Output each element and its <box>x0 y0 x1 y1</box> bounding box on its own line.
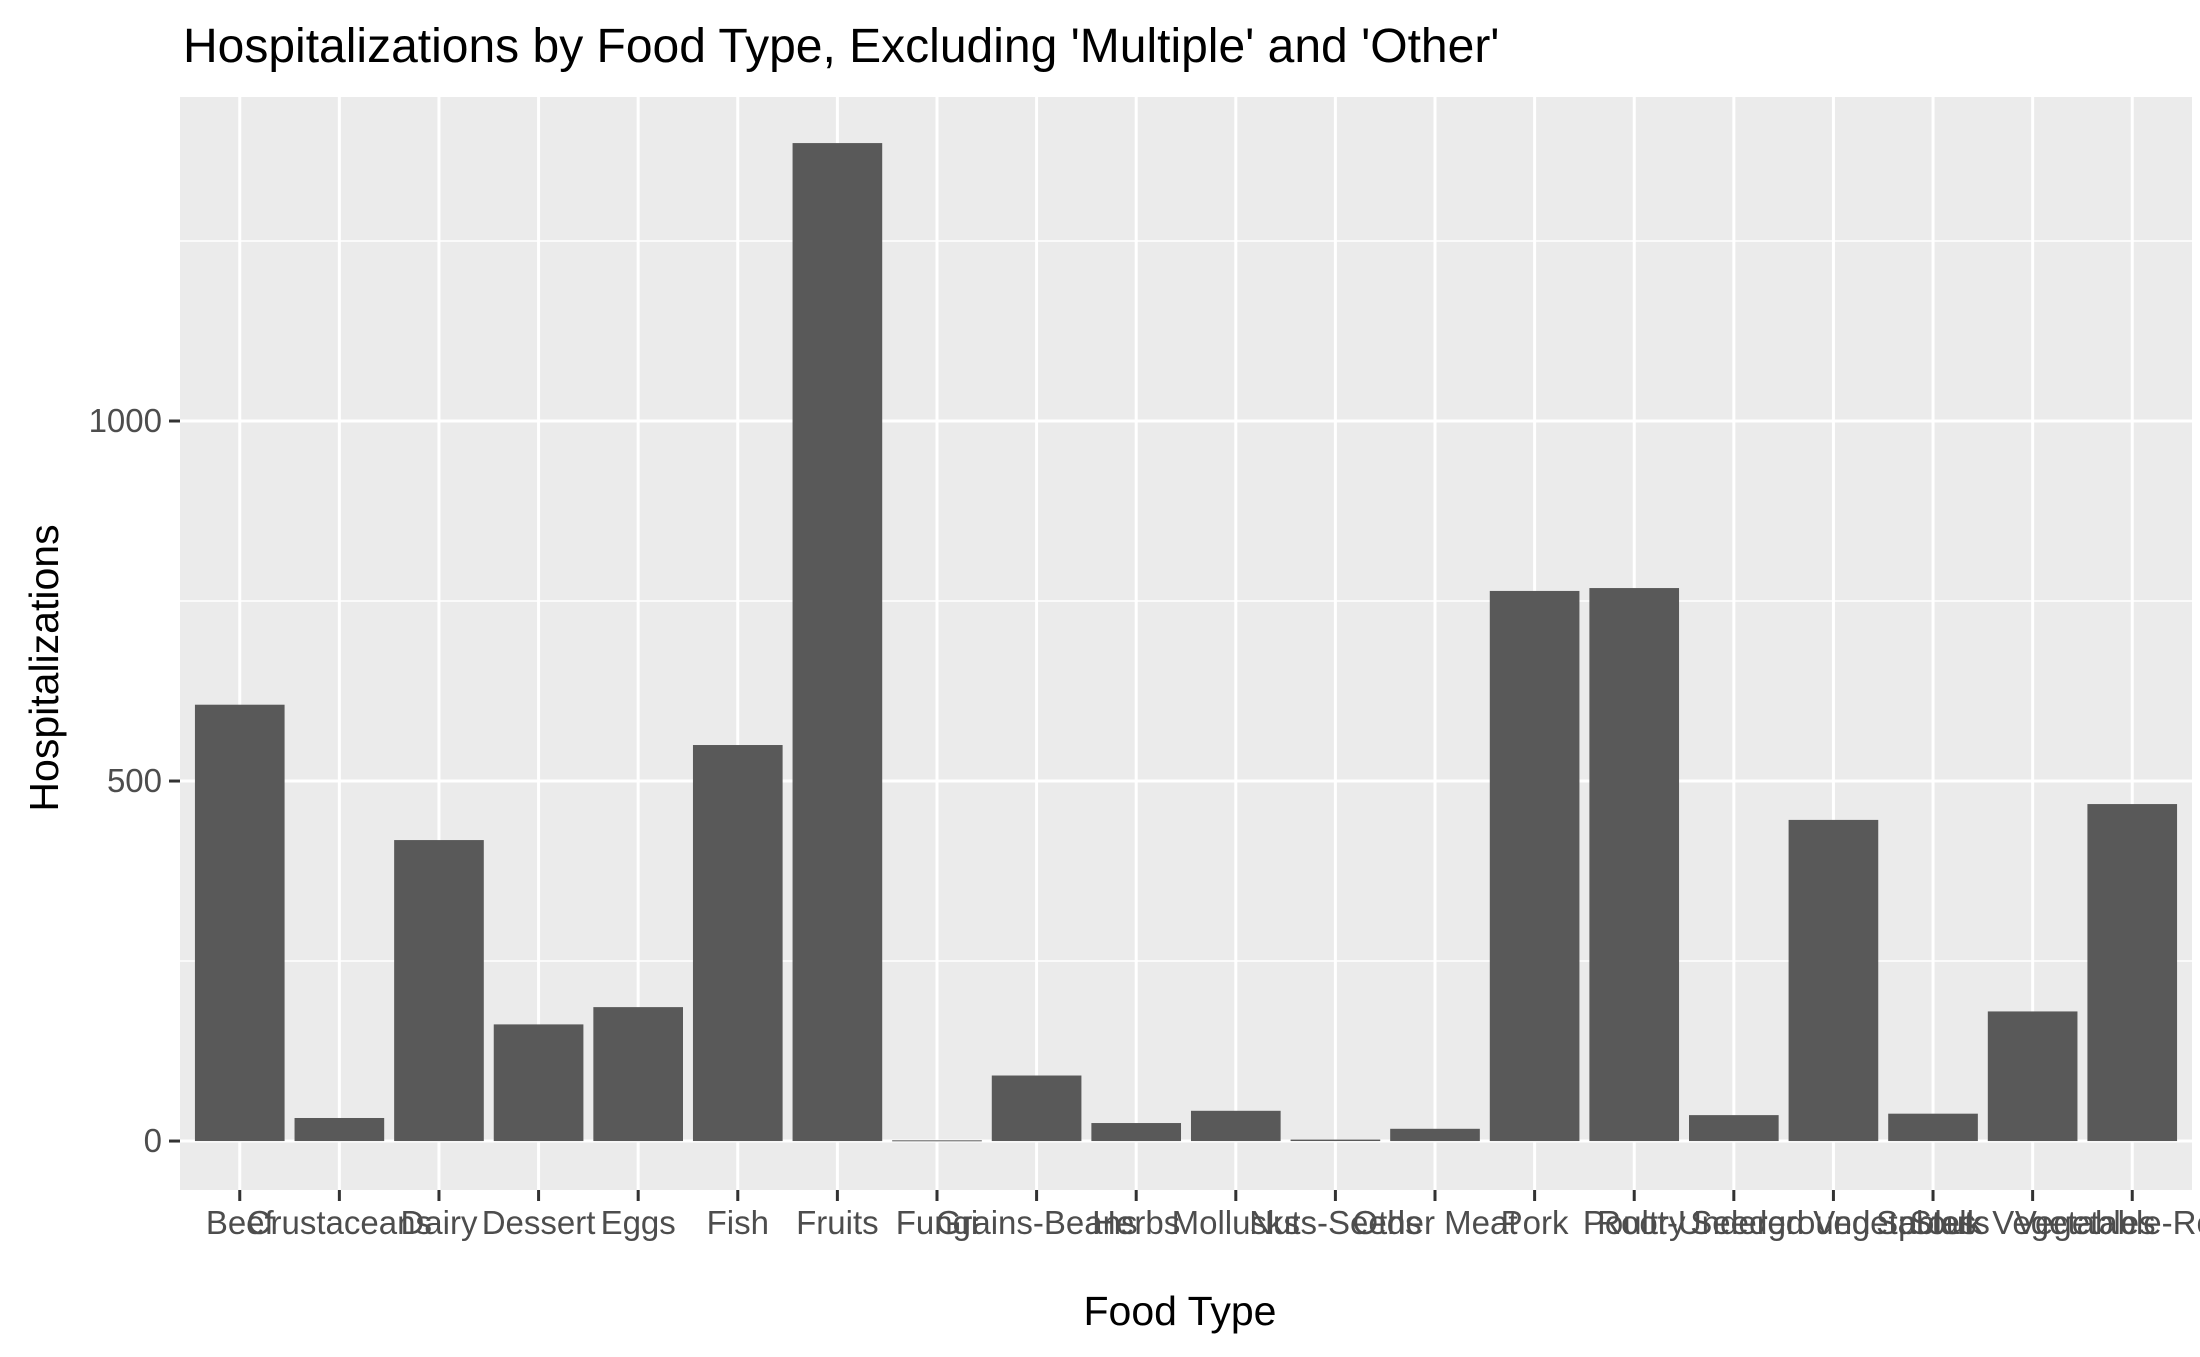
x-tick-label: Crustaceans <box>247 1204 432 1241</box>
bar-poultry <box>1589 588 1680 1142</box>
bars <box>194 143 2178 1142</box>
chart-title: Hospitalizations by Food Type, Excluding… <box>183 20 1499 73</box>
x-tick-label: Beef <box>206 1204 275 1241</box>
bar-fungi <box>892 1140 982 1142</box>
x-tick-label: Dessert <box>482 1204 596 1241</box>
bar-root-underground <box>1689 1115 1779 1142</box>
x-tick-label: Poultry <box>1583 1204 1686 1241</box>
bar-seeded-vegetables <box>1788 819 1879 1142</box>
bar-pork <box>1489 590 1580 1142</box>
x-tick-label: Fungi <box>896 1204 979 1241</box>
bar-mollusks <box>1190 1110 1281 1142</box>
y-tick-label: 1000 <box>89 402 162 439</box>
x-tick-label: Grains-Beans <box>936 1204 1138 1241</box>
x-tick-label: Herbs <box>1092 1204 1180 1241</box>
x-tick-label: Fruits <box>796 1204 879 1241</box>
bar-other-meat <box>1390 1128 1480 1142</box>
x-tick-label: Dairy <box>400 1204 478 1241</box>
x-tick-label: Vegetable-Row- <box>2015 1204 2200 1241</box>
x-tick-label: Other Meat <box>1352 1204 1517 1241</box>
y-tick-label: 0 <box>144 1122 162 1159</box>
bar-eggs <box>593 1007 683 1142</box>
x-tick-label: Stalk Vegetables <box>1910 1204 2156 1241</box>
y-tick-label: 500 <box>107 762 162 799</box>
x-tick-label: Mollusks <box>1172 1204 1300 1241</box>
bar-nuts-seeds <box>1290 1139 1381 1142</box>
bar-fish <box>692 745 783 1142</box>
x-axis-title: Food Type <box>1084 1288 1277 1334</box>
x-tick-label: Fish <box>707 1204 769 1241</box>
bar-vegetable-row <box>2087 804 2178 1142</box>
x-tick-label: Sprouts <box>1876 1204 1990 1241</box>
x-tick-label: Pork <box>1501 1204 1569 1241</box>
bar-dairy <box>394 840 484 1142</box>
x-tick-label: Eggs <box>601 1204 676 1241</box>
bar-grains-beans <box>991 1075 1082 1142</box>
bar-crustaceans <box>294 1117 385 1142</box>
bar-fruits <box>792 143 883 1142</box>
bar-beef <box>194 704 285 1142</box>
y-axis-title: Hospitalizations <box>21 524 67 811</box>
bar-dessert <box>493 1024 584 1142</box>
bar-herbs <box>1091 1123 1182 1142</box>
y-axis: 0 500 1000 <box>89 402 180 1159</box>
bar-sprouts <box>1888 1113 1978 1142</box>
bar-stalk-vegetables <box>1987 1011 2078 1142</box>
x-tick-label: Seeded Vegetables <box>1690 1204 1976 1241</box>
x-tick-label: Nuts-Seeds <box>1249 1204 1421 1241</box>
x-tick-label: Root-Underground <box>1597 1204 1870 1241</box>
